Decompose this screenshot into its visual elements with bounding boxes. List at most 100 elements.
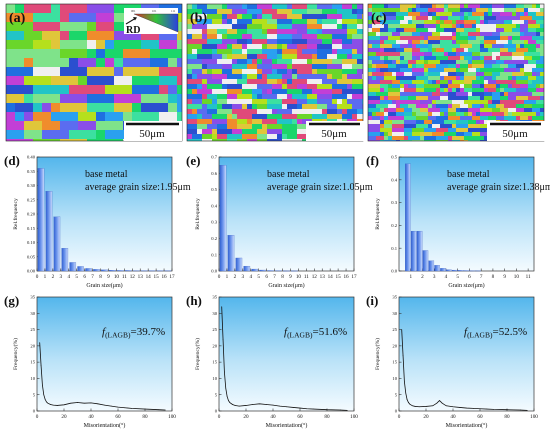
data-point [47, 402, 49, 404]
data-point [414, 406, 416, 407]
grain [257, 74, 262, 79]
grain [424, 140, 432, 141]
grain [187, 44, 202, 49]
grain [496, 16, 508, 20]
grain [496, 56, 500, 60]
grain [448, 72, 456, 76]
x-tick-label: 11 [526, 274, 531, 280]
grain [508, 16, 520, 20]
grain [42, 31, 60, 40]
grain [33, 85, 51, 94]
grain [424, 136, 436, 140]
grain [400, 92, 408, 96]
grain [424, 60, 428, 64]
bar [434, 265, 440, 272]
grain [187, 139, 202, 141]
grain [60, 103, 87, 112]
grain [532, 116, 544, 120]
grain [207, 4, 222, 9]
grain [440, 16, 448, 20]
grain [520, 24, 528, 28]
grain [51, 112, 78, 121]
grain [496, 80, 504, 84]
grain [192, 89, 197, 94]
x-tick-label: 10 [296, 274, 302, 280]
grain [388, 68, 400, 72]
grain [368, 124, 380, 128]
grain [267, 99, 282, 104]
grain [212, 69, 222, 74]
grain [472, 80, 484, 84]
x-tick-label: 60 [477, 414, 483, 420]
grain [232, 69, 242, 74]
grain [252, 89, 262, 94]
grain [342, 19, 357, 24]
grain [428, 116, 436, 120]
grain [232, 104, 242, 109]
grain [500, 72, 512, 76]
grain [257, 64, 272, 69]
grain [436, 20, 440, 24]
grain [504, 112, 508, 116]
grain [388, 20, 400, 24]
grain [252, 19, 267, 24]
grain [440, 36, 452, 40]
grain [512, 32, 520, 36]
grain [327, 109, 337, 114]
x-tick-label: 6 [265, 274, 268, 280]
grain [202, 59, 217, 64]
grain [504, 68, 516, 72]
grain [484, 72, 492, 76]
y-tick-label: 5 [215, 392, 218, 397]
grain [60, 139, 87, 141]
grain [404, 28, 416, 32]
grain [6, 58, 24, 67]
grain [520, 8, 524, 12]
grain [372, 60, 384, 64]
grain [272, 64, 287, 69]
grain [42, 130, 69, 139]
grain [322, 79, 337, 84]
grain [132, 103, 141, 112]
grain [380, 20, 384, 24]
grain [227, 134, 242, 139]
grain [416, 16, 428, 20]
bar [61, 248, 69, 272]
grain [372, 28, 380, 32]
grain [302, 49, 317, 54]
grain [222, 54, 227, 59]
y-tick-label: 30 [392, 311, 397, 316]
grain [267, 79, 277, 84]
data-point [279, 405, 281, 407]
x-tick-label: 40 [88, 414, 94, 420]
grain [412, 132, 420, 136]
x-tick-label: 40 [450, 414, 456, 420]
grain [464, 28, 476, 32]
grain [87, 139, 105, 141]
grain [207, 79, 222, 84]
grain [444, 88, 448, 92]
grain [396, 16, 400, 20]
grain [488, 100, 492, 104]
grain [78, 76, 87, 85]
grain [177, 76, 182, 85]
grain [232, 49, 242, 54]
data-point [226, 395, 228, 397]
grain [242, 74, 247, 79]
grain [400, 140, 404, 141]
grain [217, 29, 227, 34]
data-point [340, 409, 341, 411]
grain [440, 44, 452, 48]
grain [380, 108, 384, 112]
grain [257, 94, 262, 99]
grain [292, 79, 307, 84]
grain [372, 4, 384, 8]
x-tick-label: 12 [130, 274, 136, 280]
grain [412, 80, 424, 84]
x-tick-label: 14 [328, 274, 334, 280]
grain [242, 89, 252, 94]
grain [277, 29, 292, 34]
grain [472, 92, 484, 96]
y-tick-label: 0.7 [211, 155, 217, 160]
